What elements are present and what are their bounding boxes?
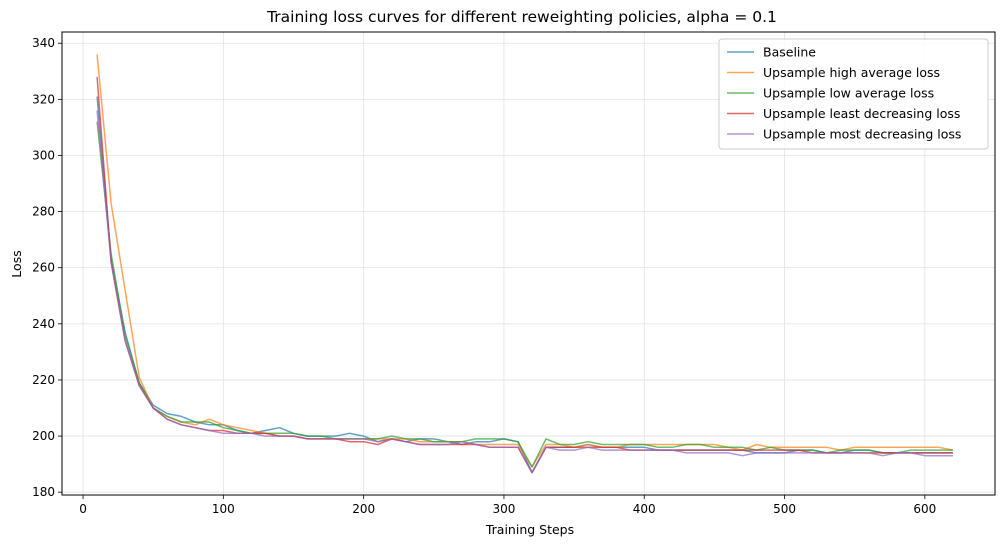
series-line-1 bbox=[96, 96, 953, 474]
y-axis-label: Loss bbox=[9, 250, 24, 277]
legend-box bbox=[718, 38, 989, 150]
legend: Baseline Upsample high average loss Upsamp… bbox=[718, 38, 989, 150]
x-tick-label: 600 bbox=[913, 502, 936, 516]
y-tick-label: 220 bbox=[32, 373, 55, 387]
y-tick-label: 280 bbox=[32, 205, 55, 219]
x-tick-label: 0 bbox=[79, 502, 87, 516]
chart-title: Training loss curves for different rewei… bbox=[266, 8, 777, 26]
legend-label: Upsample most decreasing loss bbox=[763, 127, 961, 142]
y-tick-label: 240 bbox=[32, 317, 55, 331]
x-tick-label: 500 bbox=[773, 502, 796, 516]
x-tick-label: 300 bbox=[492, 502, 515, 516]
legend-label: Upsample high average loss bbox=[763, 65, 940, 80]
plot-frame bbox=[61, 31, 996, 496]
y-axis-ticks: 180 200 220 240 260 280 300 320 340 bbox=[32, 36, 62, 499]
y-tick-label: 340 bbox=[32, 36, 55, 50]
series-line-3 bbox=[96, 121, 953, 468]
legend-label: Baseline bbox=[763, 45, 816, 60]
y-tick-label: 180 bbox=[32, 485, 55, 499]
x-tick-label: 200 bbox=[352, 502, 375, 516]
legend-label: Upsample least decreasing loss bbox=[763, 106, 960, 121]
series-lines bbox=[96, 54, 954, 474]
x-axis-label: Training Steps bbox=[485, 522, 574, 537]
x-tick-label: 100 bbox=[212, 502, 235, 516]
y-tick-label: 300 bbox=[32, 148, 55, 162]
series-line-5 bbox=[96, 110, 953, 474]
y-tick-label: 320 bbox=[32, 92, 55, 106]
legend-label: Upsample low average loss bbox=[763, 86, 934, 101]
y-tick-label: 260 bbox=[32, 261, 55, 275]
x-tick-label: 400 bbox=[633, 502, 656, 516]
y-tick-label: 200 bbox=[32, 429, 55, 443]
x-axis-ticks: 0 100 200 300 400 500 600 bbox=[79, 495, 936, 516]
